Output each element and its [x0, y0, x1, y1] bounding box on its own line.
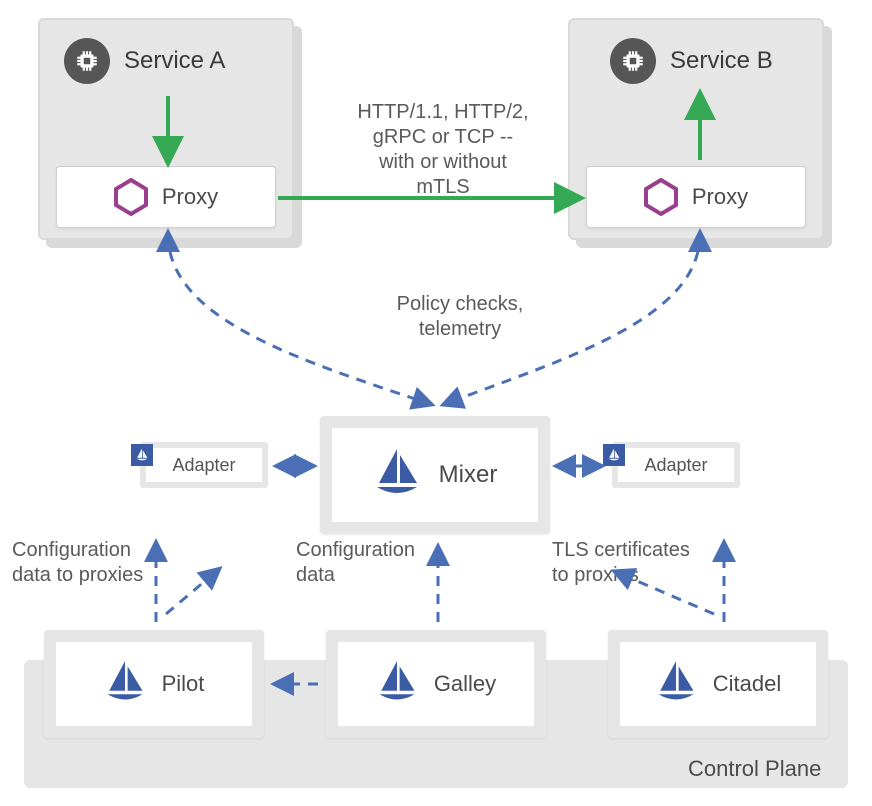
control-plane-label: Control Plane: [688, 756, 821, 782]
adapter-left: Adapter: [140, 442, 268, 488]
edge-label-telemetry: Policy checks, telemetry: [370, 292, 550, 342]
adapter-left-label: Adapter: [172, 455, 235, 476]
sail-icon: [373, 447, 421, 504]
citadel: Citadel: [608, 630, 828, 738]
galley: Galley: [326, 630, 546, 738]
edge-label-citadel: TLS certificates to proxies: [552, 538, 722, 588]
sail-icon: [376, 659, 418, 710]
sail-icon: [104, 659, 146, 710]
citadel-label: Citadel: [713, 671, 781, 697]
hexagon-icon: [644, 178, 678, 216]
chip-icon: [610, 38, 656, 84]
service-a: Service A: [64, 36, 284, 86]
service-b: Service B: [610, 36, 830, 86]
service-b-label: Service B: [670, 47, 773, 75]
chip-icon: [64, 38, 110, 84]
edge-label-galley: Configuration data: [296, 538, 446, 588]
adapter-right: Adapter: [612, 442, 740, 488]
hexagon-icon: [114, 178, 148, 216]
edge-label-pilot: Configuration data to proxies: [12, 538, 172, 588]
edge-label-protocols: HTTP/1.1, HTTP/2, gRPC or TCP -- with or…: [338, 100, 548, 200]
adapter-right-label: Adapter: [644, 455, 707, 476]
sail-icon: [131, 444, 153, 466]
pilot-label: Pilot: [162, 671, 205, 697]
mixer: Mixer: [320, 416, 550, 534]
diagram: Service A Service B Proxy: [0, 0, 872, 806]
galley-label: Galley: [434, 671, 496, 697]
proxy-b-label: Proxy: [692, 184, 748, 210]
proxy-a-label: Proxy: [162, 184, 218, 210]
mixer-label: Mixer: [439, 461, 498, 489]
sail-icon: [603, 444, 625, 466]
proxy-a: Proxy: [56, 166, 276, 228]
proxy-b: Proxy: [586, 166, 806, 228]
service-a-label: Service A: [124, 47, 225, 75]
pilot: Pilot: [44, 630, 264, 738]
sail-icon: [655, 659, 697, 710]
